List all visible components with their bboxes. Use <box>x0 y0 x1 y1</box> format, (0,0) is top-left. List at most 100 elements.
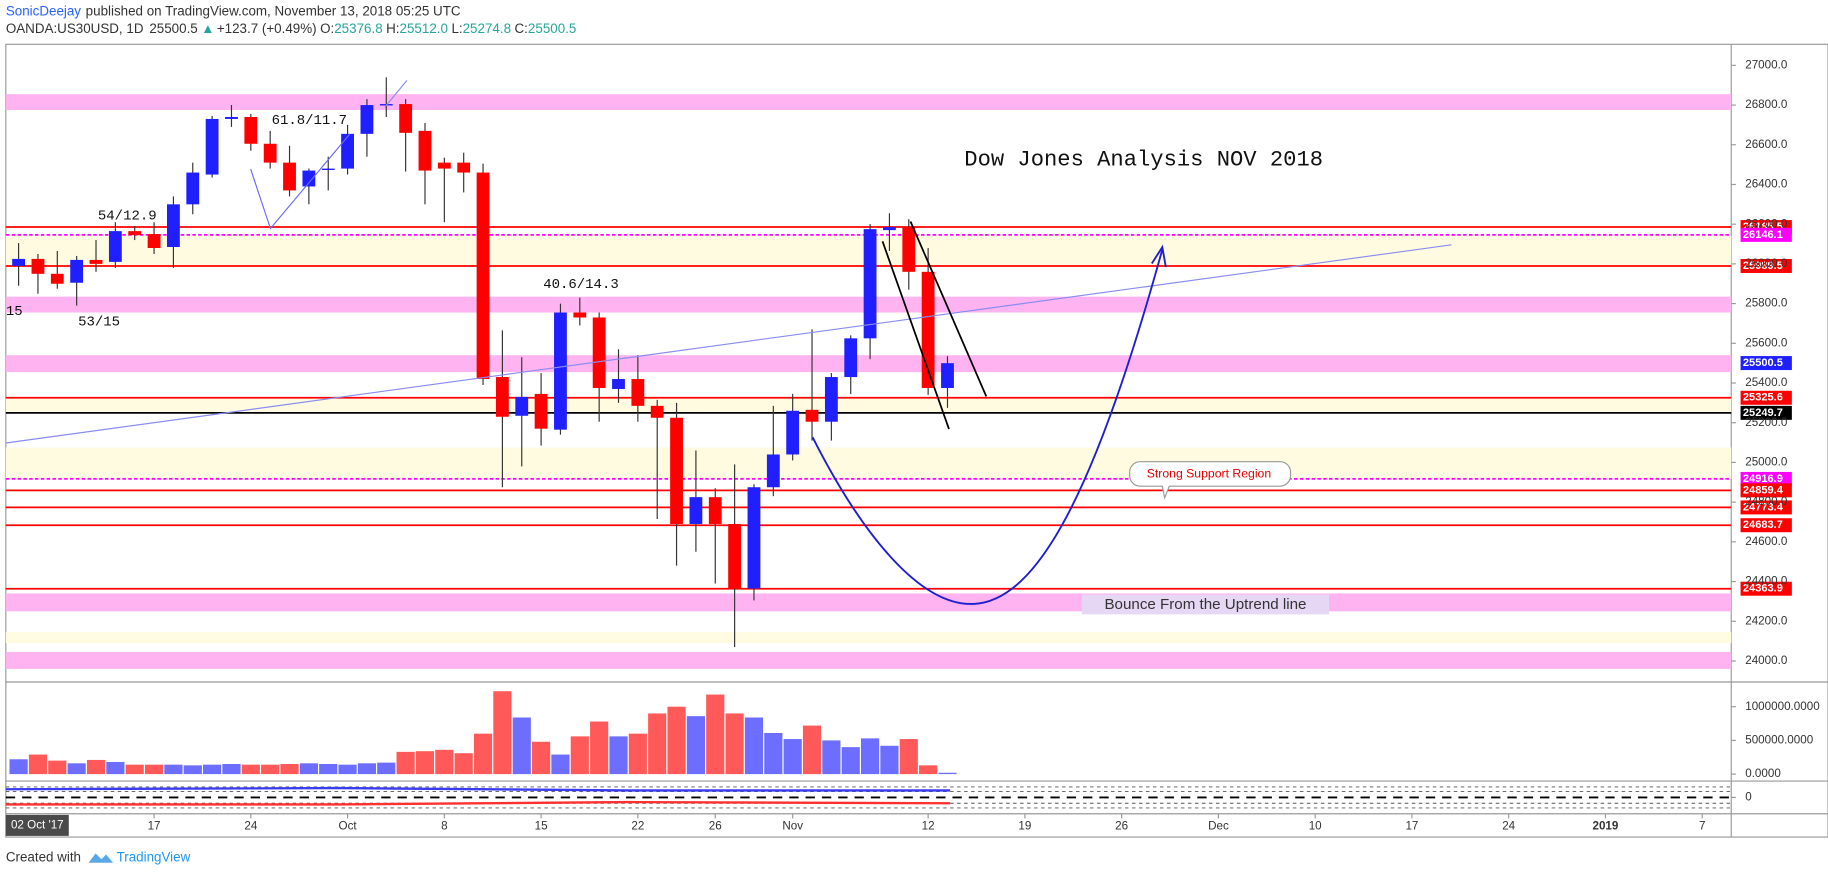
candle-body <box>824 377 838 422</box>
y-tick-label: 25000.0 <box>1745 456 1788 469</box>
level-label-bg <box>1740 405 1792 420</box>
candle-body <box>766 454 780 488</box>
volume-bar <box>822 740 841 775</box>
volume-bar <box>667 706 686 775</box>
arrow-head <box>1151 244 1167 268</box>
y-tick-label: 25600.0 <box>1745 336 1788 349</box>
last-price: 25500.5 <box>149 21 197 36</box>
candle-body <box>244 116 258 144</box>
x-tick-label: Oct <box>339 820 358 833</box>
candle-body <box>457 162 471 173</box>
volume-bar <box>686 716 706 775</box>
candle-body <box>12 258 26 266</box>
y-tick-label: 0 <box>1745 790 1752 803</box>
candle-body <box>50 273 64 284</box>
callout-box <box>1129 461 1292 500</box>
candle-body <box>321 168 335 170</box>
x-tick-label: 26 <box>1115 820 1128 833</box>
y-tick-label: 25400.0 <box>1745 376 1788 389</box>
projection-curve <box>811 249 1164 605</box>
candle-body <box>534 393 548 429</box>
volume-bar <box>164 764 183 775</box>
zone <box>5 652 1732 669</box>
volume-bar <box>338 764 357 775</box>
y-tick-label: 26400.0 <box>1745 178 1788 191</box>
frame <box>5 43 1828 838</box>
candle-body <box>728 523 742 589</box>
wave-arrow <box>250 133 351 230</box>
indicator-line <box>5 786 951 792</box>
candle-body <box>128 231 142 236</box>
volume-bar <box>744 717 764 775</box>
volume-bar <box>493 691 512 775</box>
volume-bar <box>628 733 647 775</box>
volume-bar <box>280 763 299 775</box>
volume-bar <box>377 762 396 775</box>
author[interactable]: SonicDeejay <box>6 3 81 18</box>
volume-bar <box>203 764 222 775</box>
footer-brand[interactable]: TradingView <box>117 850 191 865</box>
candle-body <box>747 487 761 589</box>
candle-body <box>147 234 161 249</box>
annotation: 53/15 <box>78 314 120 330</box>
level-label-bg <box>1740 258 1792 273</box>
candle-body <box>205 118 219 175</box>
candle-body <box>805 409 819 422</box>
volume-bar <box>860 738 880 775</box>
candle-body <box>941 363 954 388</box>
volume-bar <box>919 765 938 775</box>
x-tick-label: 19 <box>1018 820 1031 833</box>
volume-bar <box>357 763 377 775</box>
candle-body <box>883 227 896 231</box>
level-label-bg <box>1740 581 1792 596</box>
label-background <box>1081 594 1330 615</box>
candle-body <box>418 130 432 171</box>
candle-body <box>360 105 374 134</box>
level-label: 24773.4 <box>1743 501 1784 513</box>
volume-bar <box>551 754 570 775</box>
zone <box>5 632 1732 644</box>
volume-bar <box>841 747 860 775</box>
x-tick-label: 17 <box>1405 820 1418 833</box>
candle-body <box>167 204 180 248</box>
x-tick-label: Dec <box>1208 820 1229 833</box>
level-label-bg <box>1740 356 1792 371</box>
change-arrow: ▲ <box>201 21 214 36</box>
y-tick-label: 24200.0 <box>1745 614 1788 627</box>
volume-bar <box>48 760 67 775</box>
volume-bar <box>28 754 48 775</box>
volume-bar <box>454 753 473 775</box>
ohlc-value: 25512.0 <box>400 21 448 36</box>
y-tick-label: 24800.0 <box>1745 495 1788 508</box>
change: +123.7 (+0.49%) <box>217 21 317 36</box>
candle-body <box>108 231 122 262</box>
annotation: 54/12.9 <box>98 208 157 224</box>
candle-body <box>399 104 413 133</box>
volume-bar <box>67 763 86 775</box>
candle-body <box>302 170 316 187</box>
volume-bar <box>86 759 106 775</box>
ohlc-label: O: <box>320 21 334 36</box>
candle-body <box>31 258 45 274</box>
candle-body <box>670 417 683 524</box>
candle-body <box>902 227 916 272</box>
annotation: 40.6/14.3 <box>543 277 618 293</box>
level-label: 25249.7 <box>1743 407 1783 419</box>
zone <box>5 355 1732 373</box>
volume-bar <box>783 739 802 775</box>
x-tick-label: 26 <box>709 820 722 833</box>
header-line: SonicDeejay published on TradingView.com,… <box>6 3 461 18</box>
annotation: Bounce From the Uptrend line <box>1104 596 1306 613</box>
volume-bar <box>415 751 435 775</box>
volume-bar <box>609 736 628 775</box>
y-tick-label: 27000.0 <box>1745 58 1788 71</box>
symbol-line: OANDA:US30USD, 1D 25500.5 ▲ +123.7 (+0.49%)… <box>6 21 577 36</box>
candle-body <box>786 410 800 455</box>
volume-bar <box>183 765 202 775</box>
level-label: 24916.9 <box>1743 473 1783 485</box>
level-label-bg <box>1740 518 1792 533</box>
level-label: 26146.1 <box>1743 229 1783 241</box>
candle-body <box>341 133 354 169</box>
candle-body <box>592 317 606 388</box>
y-tick-label: 1000000.0000 <box>1745 700 1820 713</box>
